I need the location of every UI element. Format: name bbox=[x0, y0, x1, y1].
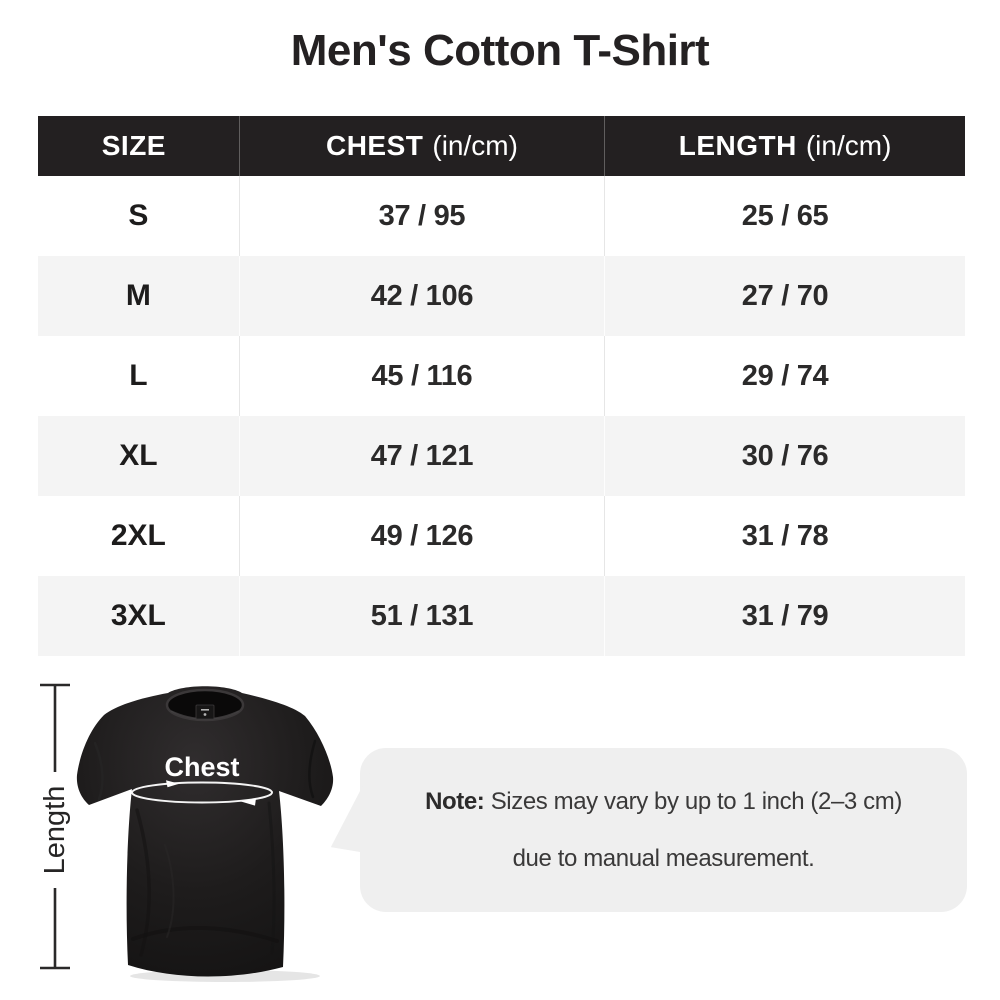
header-chest-label: CHEST bbox=[325, 130, 424, 161]
table-row: 3XL 51 / 131 31 / 79 bbox=[38, 576, 965, 656]
shirt-folds bbox=[93, 739, 317, 957]
collar-label bbox=[195, 704, 215, 720]
length-label: Length bbox=[39, 786, 71, 875]
note-line1-text: Sizes may vary by up to 1 inch (2–3 cm) bbox=[490, 788, 903, 815]
size-cell: L bbox=[129, 359, 148, 392]
size-cell: 2XL bbox=[110, 519, 166, 552]
chest-label: Chest bbox=[164, 752, 239, 782]
note-text-line1: Note: Sizes may vary by up to 1 inch (2–… bbox=[360, 773, 967, 830]
shirt-body bbox=[76, 686, 334, 977]
size-cell: M bbox=[125, 279, 151, 312]
note-prefix: Note: bbox=[425, 788, 485, 815]
length-cell: 27 / 70 bbox=[604, 256, 965, 336]
note-bubble: Note: Sizes may vary by up to 1 inch (2–… bbox=[330, 748, 967, 912]
chest-arrow-left bbox=[241, 798, 256, 806]
size-cell: 3XL bbox=[110, 599, 166, 632]
header-cell-length: LENGTH (in/cm) bbox=[604, 116, 965, 176]
chest-cell: 51 / 131 bbox=[238, 576, 604, 656]
chest-cell: 42 / 106 bbox=[238, 256, 604, 336]
size-cell: S bbox=[128, 199, 149, 232]
length-cell: 29 / 74 bbox=[604, 336, 965, 416]
header-size-label: SIZE bbox=[101, 130, 166, 161]
header-length-label: LENGTH bbox=[678, 130, 797, 161]
chest-cell: 49 / 126 bbox=[238, 496, 604, 576]
note-text-line2: due to manual measurement. bbox=[512, 845, 815, 872]
shirt-collar bbox=[165, 688, 245, 722]
header-chest-unit: (in/cm) bbox=[432, 130, 518, 161]
length-cell: 30 / 76 bbox=[604, 416, 965, 496]
note-bubble-tail bbox=[330, 768, 372, 854]
table-row: M 42 / 106 27 / 70 bbox=[38, 256, 965, 336]
table-row: XL 47 / 121 30 / 76 bbox=[38, 416, 965, 496]
size-chart-table: SIZE CHEST (in/cm) LENGTH (in/cm) S 37 / 9… bbox=[38, 116, 965, 656]
table-header-row: SIZE CHEST (in/cm) LENGTH (in/cm) bbox=[38, 116, 965, 176]
page-title: Men's Cotton T-Shirt bbox=[290, 26, 710, 75]
chest-cell: 37 / 95 bbox=[238, 176, 604, 256]
header-cell-chest: CHEST (in/cm) bbox=[238, 116, 604, 176]
chest-cell: 45 / 116 bbox=[238, 336, 604, 416]
chest-arrow-right bbox=[166, 780, 179, 788]
table-row: 2XL 49 / 126 31 / 78 bbox=[38, 496, 965, 576]
header-length-unit: (in/cm) bbox=[805, 130, 892, 161]
header-cell-size: SIZE bbox=[38, 116, 239, 176]
chest-measure-ellipse bbox=[131, 780, 273, 806]
table-body: S 37 / 95 25 / 65 M 42 / 106 27 / 70 L 4… bbox=[38, 176, 965, 656]
size-cell: XL bbox=[119, 439, 158, 472]
length-cell: 31 / 79 bbox=[604, 576, 965, 656]
length-arrow: Length bbox=[39, 683, 71, 970]
table-row: S 37 / 95 25 / 65 bbox=[38, 176, 965, 256]
table-row: L 45 / 116 29 / 74 bbox=[38, 336, 965, 416]
tshirt-image: Chest bbox=[76, 686, 334, 982]
length-cell: 31 / 78 bbox=[604, 496, 965, 576]
chest-cell: 47 / 121 bbox=[238, 416, 604, 496]
length-cell: 25 / 65 bbox=[604, 176, 965, 256]
